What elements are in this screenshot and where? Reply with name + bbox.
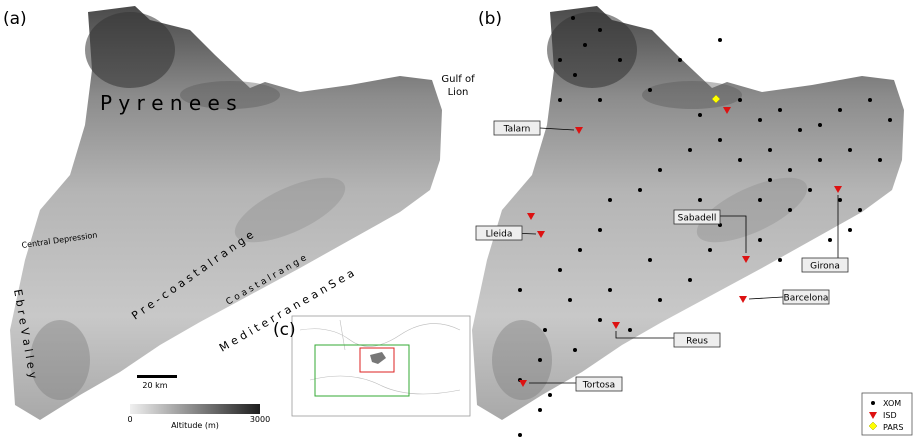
station-label: Lleida [486,230,513,240]
xom-station [628,328,632,332]
xom-station [848,148,852,152]
xom-station [838,108,842,112]
region-label: Gulf of [441,74,475,85]
xom-station [768,148,772,152]
legend-label: XOM [883,399,901,408]
panel-a: (a) Gulf of Lion P y r e n e e s Central… [3,6,475,430]
region-label: Lion [448,87,469,98]
xom-station [538,408,542,412]
station-arrow [749,297,783,299]
xom-station [838,198,842,202]
xom-station [798,128,802,132]
xom-station [688,148,692,152]
xom-station [708,248,712,252]
panel-label: (a) [3,9,27,29]
xom-station [788,168,792,172]
colorbar-label: Altitude (m) [171,421,219,430]
figure: (a) Gulf of Lion P y r e n e e s Central… [0,0,914,438]
xom-station [648,88,652,92]
region-label: P y r e n e e s [100,91,237,115]
xom-station [778,258,782,262]
xom-station [758,238,762,242]
xom-station [828,238,832,242]
xom-station [818,158,822,162]
colorbar [130,404,260,414]
xom-station [598,228,602,232]
isd-station [739,296,747,303]
xom-station [558,98,562,102]
xom-station [571,16,575,20]
scale-label: 20 km [142,381,167,390]
xom-station [518,288,522,292]
xom-station [558,58,562,62]
xom-station [848,228,852,232]
xom-station [578,248,582,252]
colorbar-tick-label: 3000 [250,415,270,424]
xom-station [698,113,702,117]
xom-station [888,118,892,122]
xom-station [808,188,812,192]
xom-station [758,198,762,202]
xom-station [738,158,742,162]
xom-station [648,258,652,262]
xom-station [598,318,602,322]
xom-station [738,98,742,102]
xom-station [688,278,692,282]
xom-station [778,108,782,112]
xom-station [543,328,547,332]
station-label: Sabadell [678,214,717,224]
legend-label: PARS [883,423,903,432]
xom-station [698,198,702,202]
xom-station [618,58,622,62]
xom-station [638,188,642,192]
xom-station [818,123,822,127]
xom-station [573,348,577,352]
panel-b: (b) Talarn Lleida Sabadell Girona Barcelona R… [472,6,912,437]
xom-station [538,358,542,362]
legend-label: ISD [883,411,897,420]
xom-station [583,43,587,47]
xom-station [868,98,872,102]
panel-label: (b) [478,9,502,29]
station-label: Tortosa [582,381,615,391]
xom-station [878,158,882,162]
legend-marker [871,401,875,405]
xom-station [598,98,602,102]
scale-bar [137,375,177,378]
station-label: Barcelona [784,294,829,304]
station-label: Reus [686,337,708,347]
station-label: Talarn [503,125,531,135]
xom-station [658,298,662,302]
xom-station [573,73,577,77]
xom-station [608,198,612,202]
colorbar-tick-label: 0 [127,415,132,424]
inset-map: (c) [273,316,470,416]
xom-station [598,28,602,32]
xom-station [758,118,762,122]
xom-station [608,288,612,292]
station-label: Girona [810,262,840,272]
xom-station [718,38,722,42]
xom-station [788,208,792,212]
xom-station [718,138,722,142]
xom-station [678,58,682,62]
xom-station [568,298,572,302]
xom-station [518,433,522,437]
xom-station [858,208,862,212]
xom-station [768,178,772,182]
inset-label: (c) [273,320,296,340]
xom-station [658,168,662,172]
xom-station [558,268,562,272]
xom-station [548,393,552,397]
